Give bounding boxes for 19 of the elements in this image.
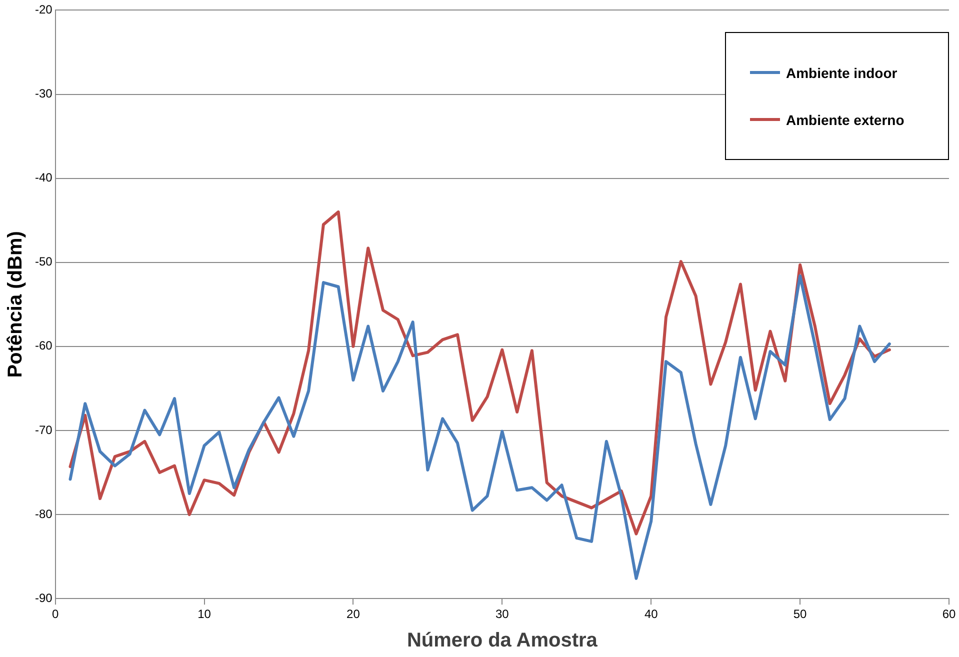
- x-axis-title: Número da Amostra: [406, 630, 598, 652]
- y-tick-label: -40: [35, 170, 53, 185]
- y-tick-label: -90: [35, 590, 53, 605]
- legend-label: Ambiente indoor: [786, 64, 898, 81]
- x-tick-label: 20: [346, 607, 360, 622]
- y-tick-label: -50: [35, 254, 53, 269]
- y-tick-label: -70: [35, 422, 53, 437]
- x-tick-label: 10: [198, 607, 212, 622]
- y-tick-label: -20: [35, 2, 53, 17]
- x-tick-label: 60: [942, 607, 956, 622]
- x-tick-label: 40: [644, 607, 658, 622]
- y-tick-label: -30: [35, 86, 53, 101]
- x-tick-label: 30: [495, 607, 510, 622]
- y-tick-label: -80: [35, 506, 53, 521]
- x-tick-label: 0: [52, 607, 59, 622]
- y-axis-title: Potência (dBm): [4, 231, 27, 378]
- y-tick-label: -60: [35, 338, 53, 353]
- legend-label: Ambiente externo: [786, 112, 904, 128]
- x-tick-label: 50: [793, 607, 808, 622]
